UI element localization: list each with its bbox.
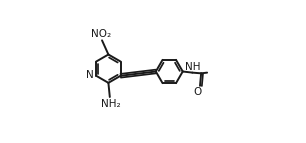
- Text: N: N: [86, 70, 94, 80]
- Text: NO₂: NO₂: [91, 29, 111, 39]
- Text: NH: NH: [185, 62, 201, 72]
- Text: NH₂: NH₂: [101, 99, 120, 109]
- Text: O: O: [194, 87, 202, 97]
